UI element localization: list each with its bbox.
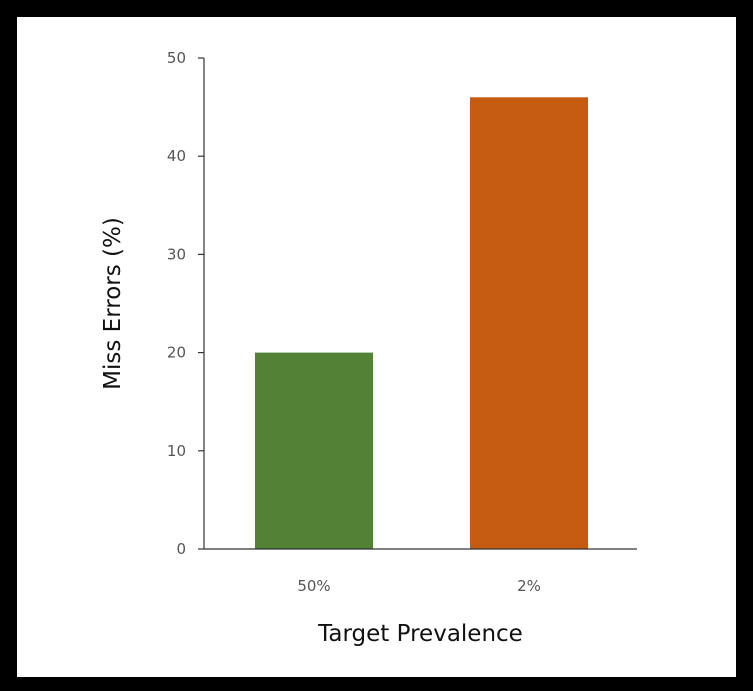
- y-tick-label-30: 30: [167, 245, 186, 263]
- x-axis: 50% 2%: [204, 548, 637, 595]
- y-tick-label-20: 20: [167, 344, 186, 362]
- chart-panel: [17, 17, 736, 677]
- y-tick-label-40: 40: [167, 147, 186, 165]
- x-tick-label-fifty-percent: 50%: [297, 577, 330, 595]
- y-tick-label-50: 50: [167, 49, 186, 67]
- y-tick-label-10: 10: [167, 442, 186, 460]
- y-axis-title: Miss Errors (%): [100, 217, 126, 390]
- y-tick-label-0: 0: [176, 540, 186, 558]
- bars-group: [255, 97, 588, 549]
- bar-fifty-percent: [255, 352, 373, 549]
- x-tick-label-two-percent: 2%: [517, 577, 541, 595]
- x-axis-title: Target Prevalence: [317, 621, 523, 647]
- bar-two-percent: [470, 97, 588, 549]
- y-axis: 0 10 20 30 40 50: [167, 49, 205, 558]
